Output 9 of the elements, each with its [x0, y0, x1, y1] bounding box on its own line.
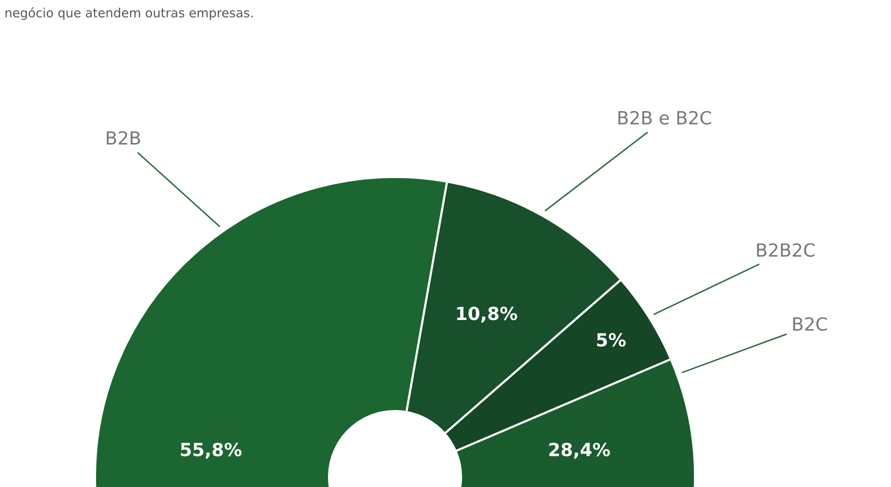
- slice-label: B2B2C: [757, 243, 815, 257]
- data-label: 28,4%: [549, 442, 610, 459]
- data-label: 55,8%: [180, 442, 242, 459]
- slice-label: B2B e B2C: [618, 110, 712, 125]
- slice-label: B2B: [106, 131, 140, 145]
- slice-label: B2C: [793, 317, 827, 331]
- data-label: 10,8%: [457, 306, 518, 323]
- chart-subtitle: negócio que atendem outras empresas.: [6, 7, 252, 20]
- data-label: 5%: [597, 333, 626, 347]
